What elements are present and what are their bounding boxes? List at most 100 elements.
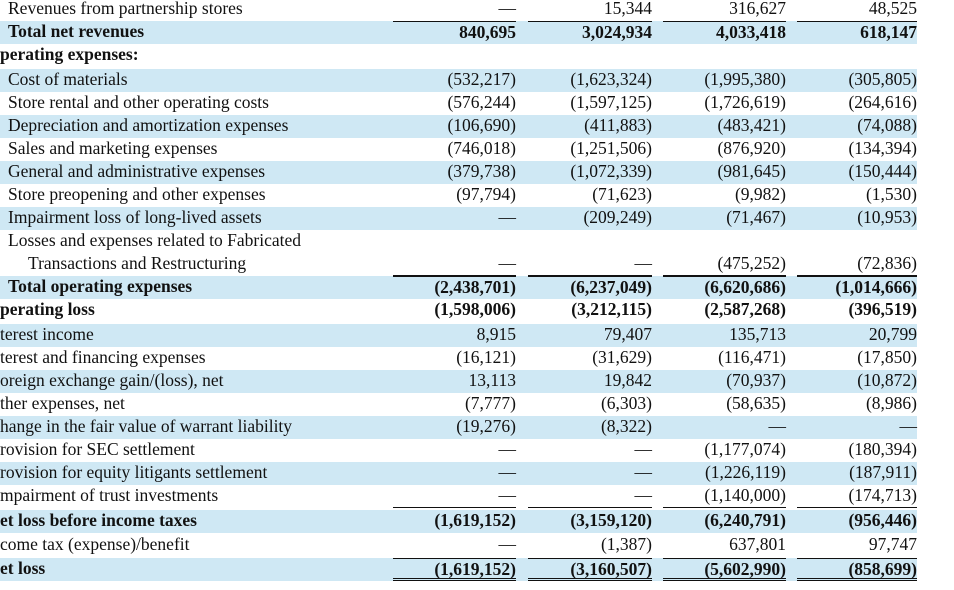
- table-row: Cost of materials (532,217) (1,623,324) (1,…: [0, 69, 917, 92]
- value-cell-col3: (116,471): [718, 347, 786, 367]
- value-cell-col1: (2,438,701): [393, 276, 516, 299]
- value-cell-col1: (379,738): [447, 161, 516, 181]
- table-row: et loss (1,619,152) (3,160,507) (5,602,990)…: [0, 558, 917, 581]
- value-cell-col4: (72,836): [797, 253, 917, 276]
- table-row: oreign exchange gain/(loss), net 13,113 19…: [0, 370, 917, 393]
- value-cell-col4: (1,530): [865, 184, 917, 204]
- table-row: perating expenses:: [0, 44, 917, 67]
- value-cell-col2: (6,237,049): [528, 276, 652, 299]
- row-label: Sales and marketing expenses: [8, 138, 218, 158]
- row-label: rovision for equity litigants settlement: [0, 462, 268, 482]
- table-row: Impairment loss of long-lived assets — (20…: [0, 207, 917, 230]
- value-cell-col1: 8,915: [476, 324, 516, 344]
- value-cell-col3: [663, 230, 786, 253]
- value-cell-col2: (1,251,506): [570, 138, 652, 158]
- value-cell-col3: [663, 44, 786, 67]
- value-cell-col3: (71,467): [726, 207, 786, 227]
- table-row: et loss before income taxes (1,619,152) (3…: [0, 510, 917, 533]
- table-row: Store rental and other operating costs (5…: [0, 92, 917, 115]
- value-cell-col4: 618,147: [797, 21, 917, 44]
- row-label: ther expenses, net: [0, 393, 125, 413]
- value-cell-col2: (1,072,339): [570, 161, 652, 181]
- table-row: Store preopening and other expenses (97,7…: [0, 184, 917, 207]
- value-cell-col1: (746,018): [447, 138, 516, 158]
- value-cell-col1: —: [498, 534, 517, 554]
- value-cell-col2: (31,629): [592, 347, 652, 367]
- value-cell-col4: (8,986): [865, 393, 917, 413]
- value-cell-col4: (264,616): [848, 92, 917, 112]
- value-cell-col4: (174,713): [797, 485, 917, 508]
- row-label: Total net revenues: [8, 21, 145, 41]
- value-cell-col3: (1,177,074): [704, 439, 786, 459]
- value-cell-col2: 19,842: [603, 370, 652, 390]
- value-cell-col1: (97,794): [456, 184, 516, 204]
- value-cell-col3: (9,982): [734, 184, 786, 204]
- table-row: General and administrative expenses (379,…: [0, 161, 917, 184]
- value-cell-col2: (1,597,125): [570, 92, 652, 112]
- value-cell-col3: —: [768, 416, 787, 436]
- value-cell-col1: —: [393, 253, 516, 276]
- value-cell-col2: —: [634, 439, 653, 459]
- value-cell-col1: (106,690): [447, 115, 516, 135]
- row-label: Depreciation and amortization expenses: [8, 115, 289, 135]
- value-cell-col3: (876,920): [717, 138, 786, 158]
- value-cell-col2: (6,303): [600, 393, 652, 413]
- value-cell-col2: (209,249): [583, 207, 652, 227]
- table-row: Total net revenues 840,695 3,024,934 4,033,…: [0, 21, 917, 44]
- row-label: Total operating expenses: [8, 276, 193, 296]
- value-cell-col2: 15,344: [603, 0, 652, 18]
- value-cell-col4: (134,394): [848, 138, 917, 158]
- value-cell-col4: [797, 44, 917, 67]
- row-label: come tax (expense)/benefit: [0, 534, 190, 554]
- value-cell-col1: [393, 230, 516, 253]
- value-cell-col4: —: [899, 416, 918, 436]
- value-cell-col1: (16,121): [456, 347, 516, 367]
- value-cell-col2: (1,623,324): [570, 69, 652, 89]
- value-cell-col3: 316,627: [729, 0, 786, 18]
- value-cell-col2: [528, 230, 652, 253]
- value-cell-col4: 20,799: [868, 324, 917, 344]
- value-cell-col1: (532,217): [447, 69, 516, 89]
- value-cell-col4: (858,699): [797, 558, 917, 581]
- value-cell-col2: (3,160,507): [528, 558, 652, 581]
- row-label: Store rental and other operating costs: [8, 92, 269, 112]
- table-row: rovision for equity litigants settlement…: [0, 462, 917, 485]
- table-row: Revenues from partnership stores — 15,344 3…: [0, 0, 917, 21]
- value-cell-col4: 97,747: [868, 534, 917, 554]
- value-cell-col2: 79,407: [603, 324, 652, 344]
- table-row: ther expenses, net (7,777) (6,303) (58,635)…: [0, 393, 917, 416]
- value-cell-col2: (3,212,115): [571, 299, 652, 319]
- table-row: hange in the fair value of warrant liabi…: [0, 416, 917, 439]
- value-cell-col1: 840,695: [393, 21, 516, 44]
- table-row: mpairment of trust investments — — (1,140,0…: [0, 485, 917, 508]
- value-cell-col1: (1,619,152): [393, 558, 516, 581]
- table-row: Depreciation and amortization expenses (1…: [0, 115, 917, 138]
- row-label: General and administrative expenses: [8, 161, 266, 181]
- value-cell-col4: (187,911): [849, 462, 917, 482]
- value-cell-col4: 48,525: [868, 0, 917, 18]
- table-row: terest and financing expenses (16,121) (31…: [0, 347, 917, 370]
- row-label: et loss: [0, 558, 46, 578]
- value-cell-col1: (19,276): [456, 416, 516, 436]
- value-cell-col4: (17,850): [857, 347, 917, 367]
- value-cell-col1: (576,244): [447, 92, 516, 112]
- row-label: Losses and expenses related to Fabricate…: [8, 230, 302, 250]
- value-cell-col3: 135,713: [729, 324, 786, 344]
- value-cell-col4: (180,394): [848, 439, 917, 459]
- table-row: Losses and expenses related to Fabricate…: [0, 230, 917, 253]
- value-cell-col3: (475,252): [663, 253, 786, 276]
- value-cell-col3: (6,620,686): [663, 276, 786, 299]
- value-cell-col1: —: [498, 439, 517, 459]
- row-label: et loss before income taxes: [0, 510, 197, 530]
- value-cell-col3: (1,226,119): [704, 462, 786, 482]
- row-label: perating expenses:: [0, 44, 139, 64]
- row-label: hange in the fair value of warrant liabi…: [0, 416, 293, 436]
- value-cell-col2: 3,024,934: [528, 21, 652, 44]
- value-cell-col1: —: [498, 0, 517, 18]
- value-cell-col4: (956,446): [848, 510, 917, 530]
- value-cell-col3: 637,801: [729, 534, 786, 554]
- value-cell-col4: (10,953): [857, 207, 917, 227]
- table-row: Transactions and Restructuring — — (475,252…: [0, 253, 917, 276]
- row-label: oreign exchange gain/(loss), net: [0, 370, 224, 390]
